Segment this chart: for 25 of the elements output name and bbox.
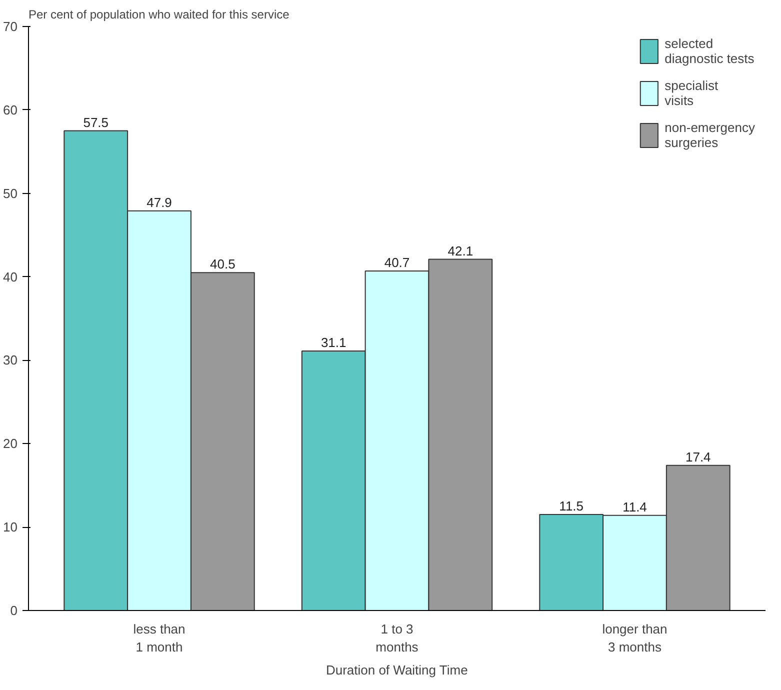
x-tick-label: less than 1 month [133, 622, 186, 654]
x-tick-label: 1 to 3 months [376, 622, 419, 654]
y-tick-label: 70 [3, 19, 18, 34]
y-tick-label: 0 [10, 603, 18, 618]
y-tick-label: 30 [3, 352, 18, 368]
y-tick-label: 40 [3, 269, 18, 284]
y-tick-label: 20 [3, 436, 18, 452]
y-tick-label: 10 [3, 520, 18, 535]
y-axis-title: Per cent of population who waited for this service [28, 8, 290, 22]
x-axis-title: Duration of Waiting Time [326, 662, 468, 678]
y-tick-label: 50 [3, 186, 18, 201]
data-label: 11.5 [559, 498, 584, 514]
y-tick-label: 60 [3, 102, 18, 118]
legend-label: non-emergency surgeries [664, 120, 755, 150]
data-label: 31.1 [320, 335, 346, 350]
data-label: 40.7 [384, 254, 410, 270]
legend-label: selected diagnostic tests [664, 36, 754, 66]
data-label: 42.1 [448, 243, 474, 258]
data-label: 11.4 [622, 499, 647, 514]
data-label: 40.5 [210, 256, 236, 272]
data-label: 47.9 [146, 194, 172, 210]
x-tick-label: longer than 3 months [602, 622, 668, 654]
legend-label: specialist visits [664, 78, 718, 108]
data-label: 17.4 [685, 449, 711, 464]
data-label: 57.5 [83, 114, 109, 130]
